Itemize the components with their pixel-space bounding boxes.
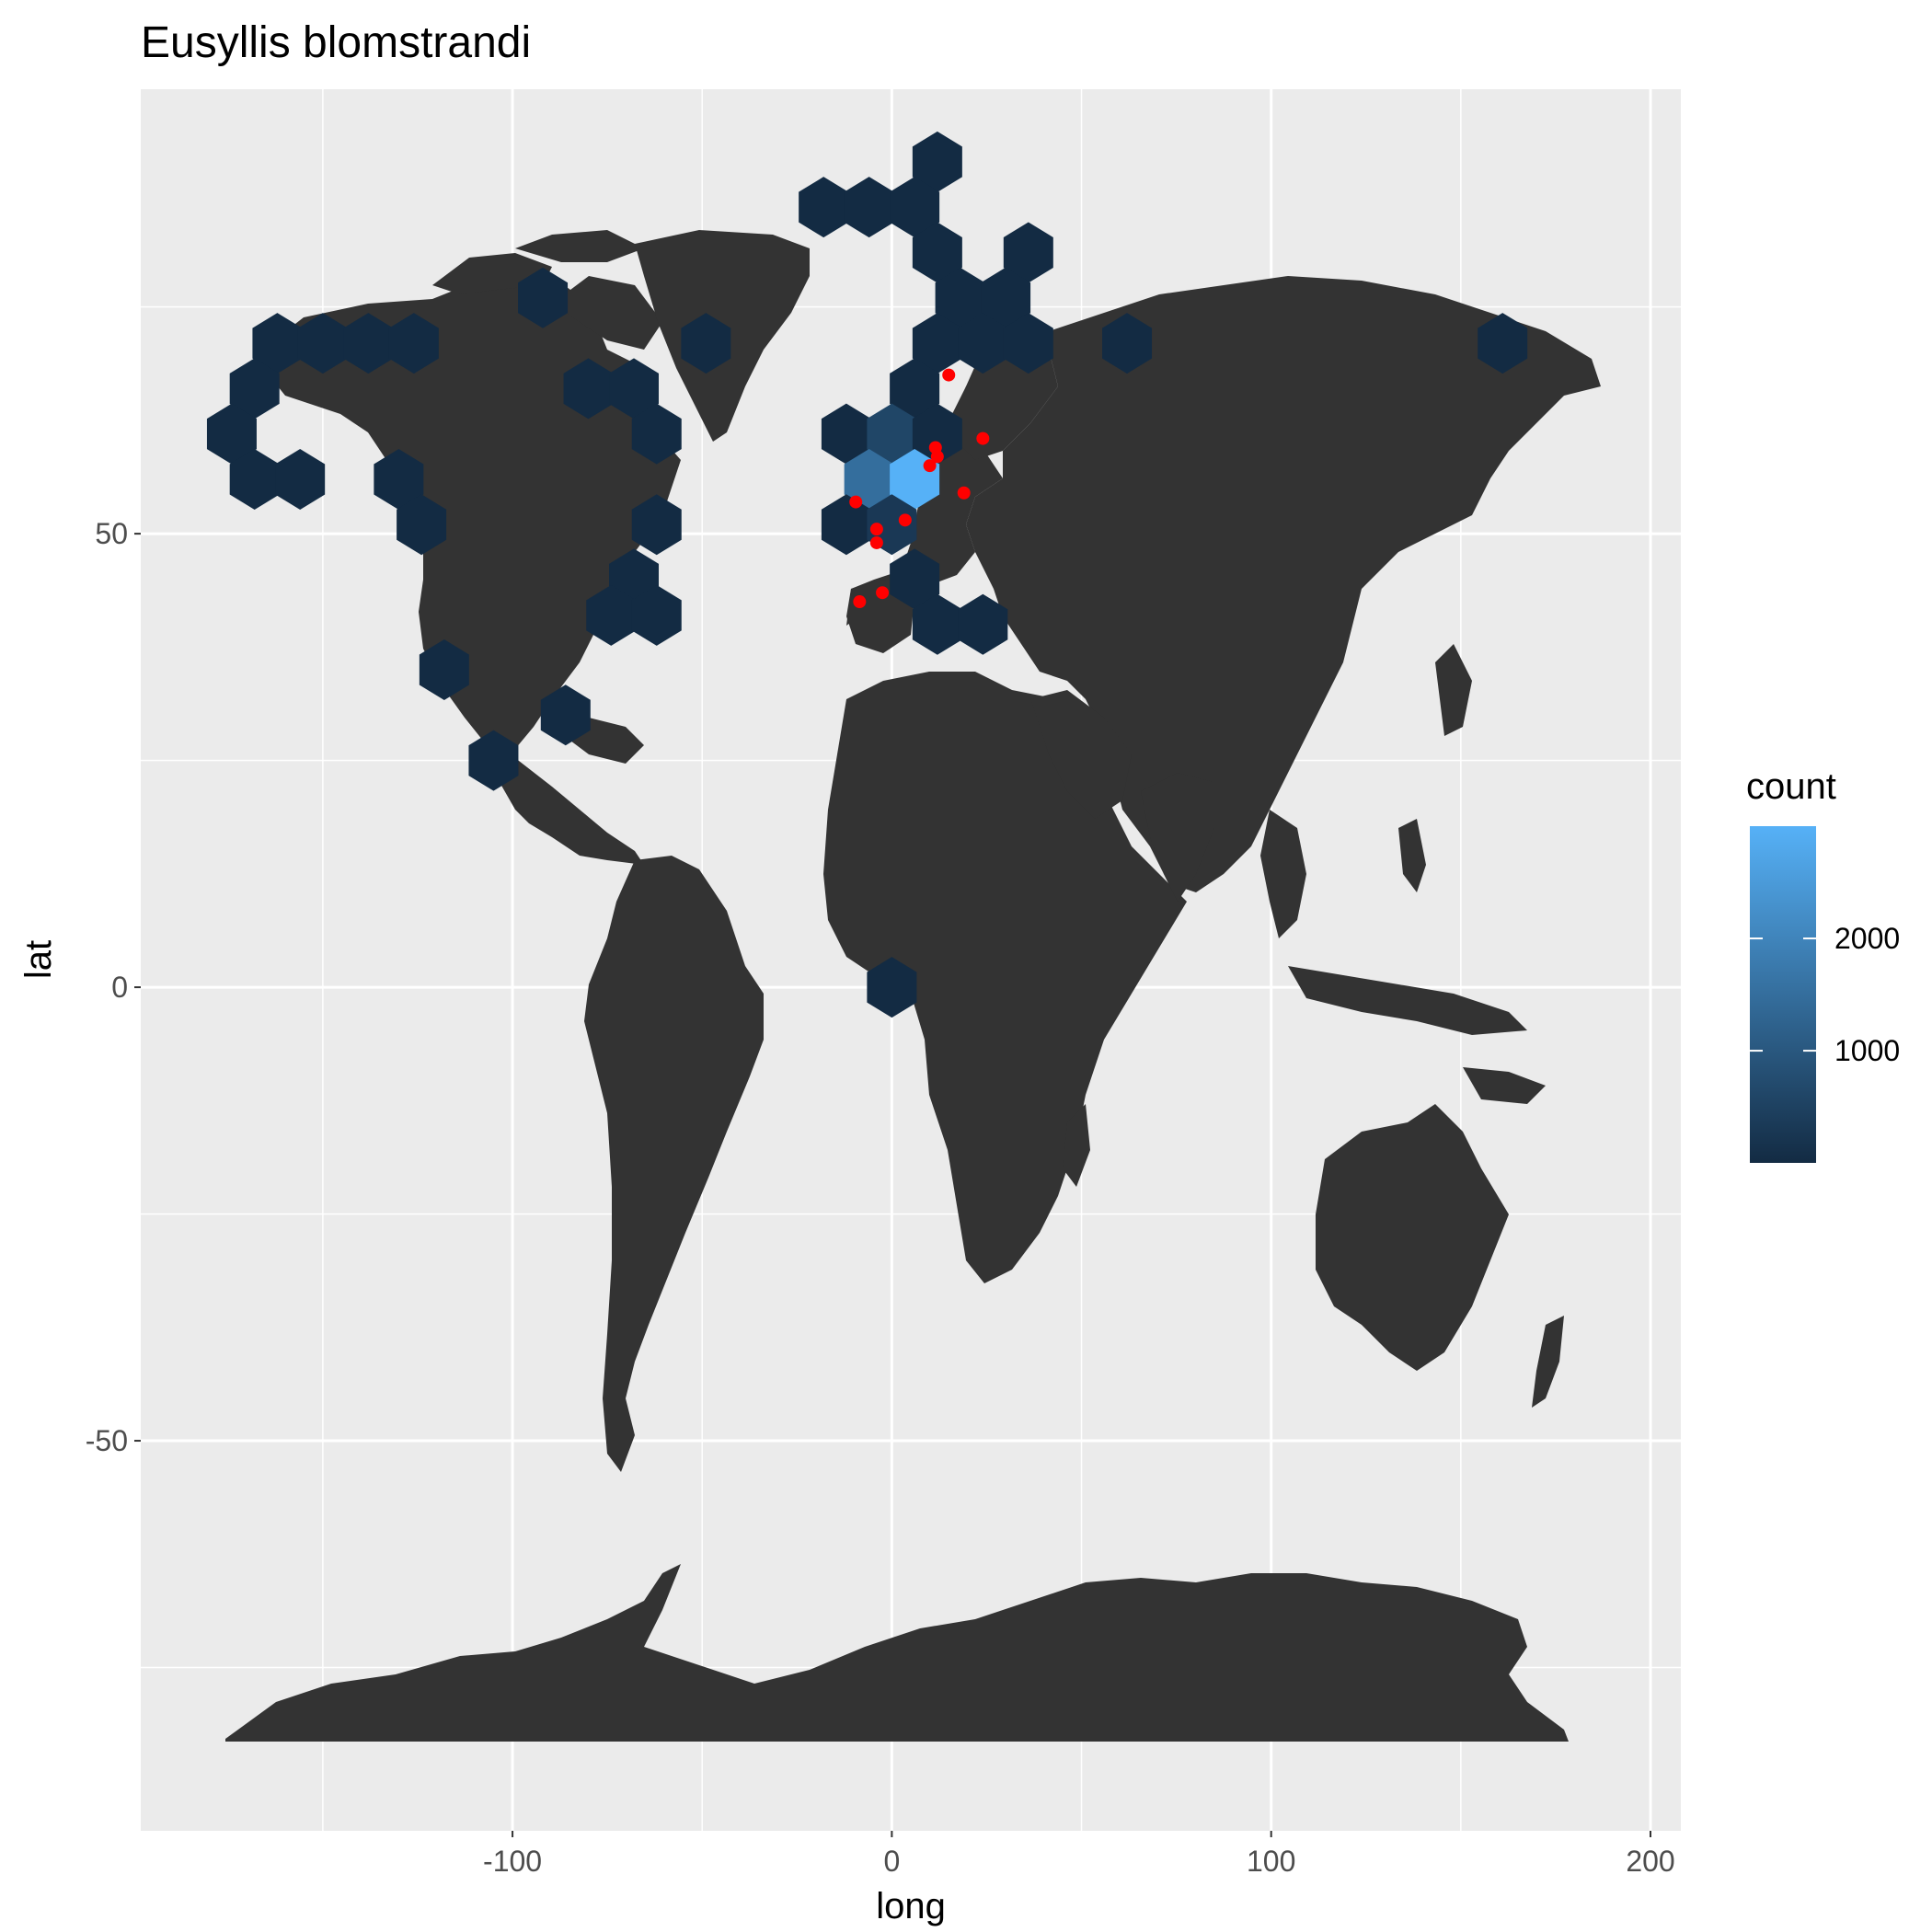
hexbin <box>1003 222 1053 283</box>
indonesia-shape <box>1288 966 1527 1035</box>
arabia-shape <box>1030 690 1132 819</box>
legend-ticks: 1000 2000 <box>1750 922 1900 1067</box>
occurrence-point <box>976 431 990 445</box>
x-axis-title: long <box>876 1886 946 1926</box>
legend-colorbar <box>1750 826 1816 1163</box>
hexbin <box>229 358 280 420</box>
y-tick-label: 0 <box>111 971 128 1004</box>
legend-title: count <box>1746 766 1836 807</box>
occurrence-point <box>942 368 956 382</box>
hexbin <box>388 313 439 374</box>
hexbin <box>890 177 940 238</box>
hexbin <box>252 313 303 374</box>
occurrence-point <box>876 586 890 600</box>
hexbin <box>631 494 682 556</box>
hexbin <box>912 222 962 283</box>
hexbin <box>397 494 447 556</box>
hexbin <box>206 403 257 465</box>
hexbin <box>912 313 962 374</box>
x-tick-label: 100 <box>1247 1845 1295 1878</box>
plot-panel <box>141 89 1681 1831</box>
hexbin <box>912 593 962 655</box>
hexbin <box>1003 313 1053 374</box>
hexbin <box>821 494 871 556</box>
y-tick-label: -50 <box>86 1424 128 1457</box>
hexbin <box>799 177 849 238</box>
y-axis: -50 0 50 <box>86 517 141 1457</box>
occurrence-point <box>853 595 867 609</box>
hexbin <box>821 403 871 465</box>
india-shape <box>1141 773 1214 902</box>
hexbin <box>1102 313 1153 374</box>
occurrence-point <box>869 535 883 549</box>
x-tick-label: -100 <box>483 1845 542 1878</box>
y-tick-label: 50 <box>95 517 128 550</box>
hexbin <box>844 177 894 238</box>
new-guinea-shape <box>1463 1067 1546 1104</box>
legend-label: 2000 <box>1834 922 1900 955</box>
australia-shape <box>1316 1104 1509 1371</box>
occurrence-point <box>930 450 944 464</box>
hexbin <box>912 131 962 192</box>
se-asia-shape <box>1260 810 1306 938</box>
hexbin <box>631 403 682 465</box>
hexbin <box>518 267 569 328</box>
legend-label: 1000 <box>1834 1034 1900 1067</box>
occurrence-point <box>869 523 883 536</box>
hexbin <box>890 548 940 610</box>
hexbin <box>609 358 660 420</box>
baffin-island-shape <box>552 276 662 350</box>
occurrence-point <box>957 486 971 500</box>
occurrence-point <box>898 513 912 527</box>
hexbin <box>229 448 280 510</box>
occurrence-point <box>923 459 937 473</box>
y-axis-title: lat <box>18 940 59 979</box>
north-america-shape <box>262 271 681 865</box>
hexbin <box>586 584 637 646</box>
occurrence-points <box>849 368 990 609</box>
hexbin <box>890 358 940 420</box>
hexbin <box>958 593 1008 655</box>
ellesmere-shape <box>515 230 644 262</box>
asia-shape <box>966 276 1601 892</box>
philippines-shape <box>1398 819 1426 892</box>
occurrence-point <box>849 495 863 509</box>
south-america-shape <box>584 856 764 1472</box>
hexbin <box>563 358 614 420</box>
hexbin <box>297 313 348 374</box>
hexbin <box>343 313 394 374</box>
new-zealand-shape <box>1532 1316 1564 1408</box>
hexbin <box>1478 313 1528 374</box>
hexbin <box>631 584 682 646</box>
hexbin <box>681 313 731 374</box>
hexbin <box>374 448 424 510</box>
hexbin <box>912 403 962 465</box>
madagascar-shape <box>1063 1104 1090 1187</box>
hexbin <box>468 730 519 791</box>
hexbin <box>275 448 326 510</box>
japan-shape <box>1435 644 1472 736</box>
hexbin <box>867 957 917 1018</box>
hexbin <box>867 403 917 465</box>
africa-shape <box>823 672 1187 1283</box>
antarctica-shape <box>225 1564 1569 1742</box>
hexbin <box>958 313 1008 374</box>
hexbin <box>981 267 1031 328</box>
color-legend: count 1000 2000 <box>1746 766 1900 1163</box>
x-axis: -100 0 100 200 <box>483 1831 1675 1878</box>
hexbin <box>935 267 985 328</box>
x-tick-label: 200 <box>1626 1845 1674 1878</box>
hexbin-layer <box>206 131 1528 1018</box>
chart-title: Eusyllis blomstrandi <box>141 18 531 67</box>
x-tick-label: 0 <box>883 1845 900 1878</box>
hexbin <box>540 684 591 746</box>
hexbin <box>419 639 469 700</box>
hexbin <box>844 448 894 510</box>
